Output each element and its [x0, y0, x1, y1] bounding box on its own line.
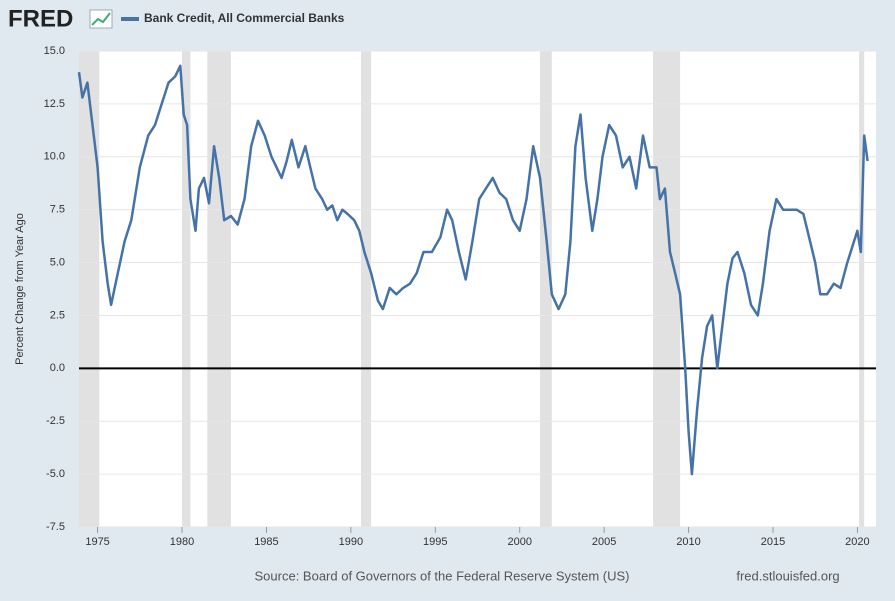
data-line	[77, 64, 869, 476]
legend-label: Bank Credit, All Commercial Banks	[144, 11, 345, 25]
y-tick-label: -2.5	[46, 415, 65, 427]
y-tick-label: -7.5	[46, 521, 65, 533]
recession-band	[207, 51, 231, 527]
y-tick-label: 10.0	[44, 151, 65, 163]
x-tick-label: 2005	[592, 536, 616, 548]
recession-band	[653, 51, 681, 527]
site: fred.stlouisfed.org	[736, 568, 839, 583]
y-tick-label: 12.5	[44, 98, 65, 110]
y-tick-label: 15.0	[44, 45, 65, 57]
recession-band	[79, 51, 100, 527]
recession-band	[360, 51, 372, 527]
recession-band	[539, 51, 552, 527]
y-tick-label: -5.0	[46, 468, 65, 480]
x-tick-label: 1980	[170, 536, 194, 548]
y-tick-label: 2.5	[50, 309, 65, 321]
recession-band	[859, 51, 865, 527]
x-tick-label: 2010	[676, 536, 700, 548]
y-tick-label: 5.0	[50, 256, 65, 268]
x-tick-label: 2015	[761, 536, 785, 548]
x-tick-label: 1985	[254, 536, 278, 548]
brand-logo: FRED	[8, 5, 73, 32]
y-tick-label: 7.5	[50, 204, 65, 216]
source: Source: Board of Governors of the Federa…	[255, 568, 630, 583]
x-tick-label: 1975	[85, 536, 109, 548]
plot-area	[79, 51, 876, 527]
x-tick-label: 2020	[845, 536, 869, 548]
x-tick-label: 2000	[507, 536, 531, 548]
y-tick-label: 0.0	[50, 362, 65, 374]
recession-band	[182, 51, 191, 527]
logo-icon	[89, 9, 113, 29]
x-tick-label: 1990	[339, 536, 363, 548]
x-tick-label: 1995	[423, 536, 447, 548]
y-axis-label: Percent Change from Year Ago	[14, 213, 26, 365]
